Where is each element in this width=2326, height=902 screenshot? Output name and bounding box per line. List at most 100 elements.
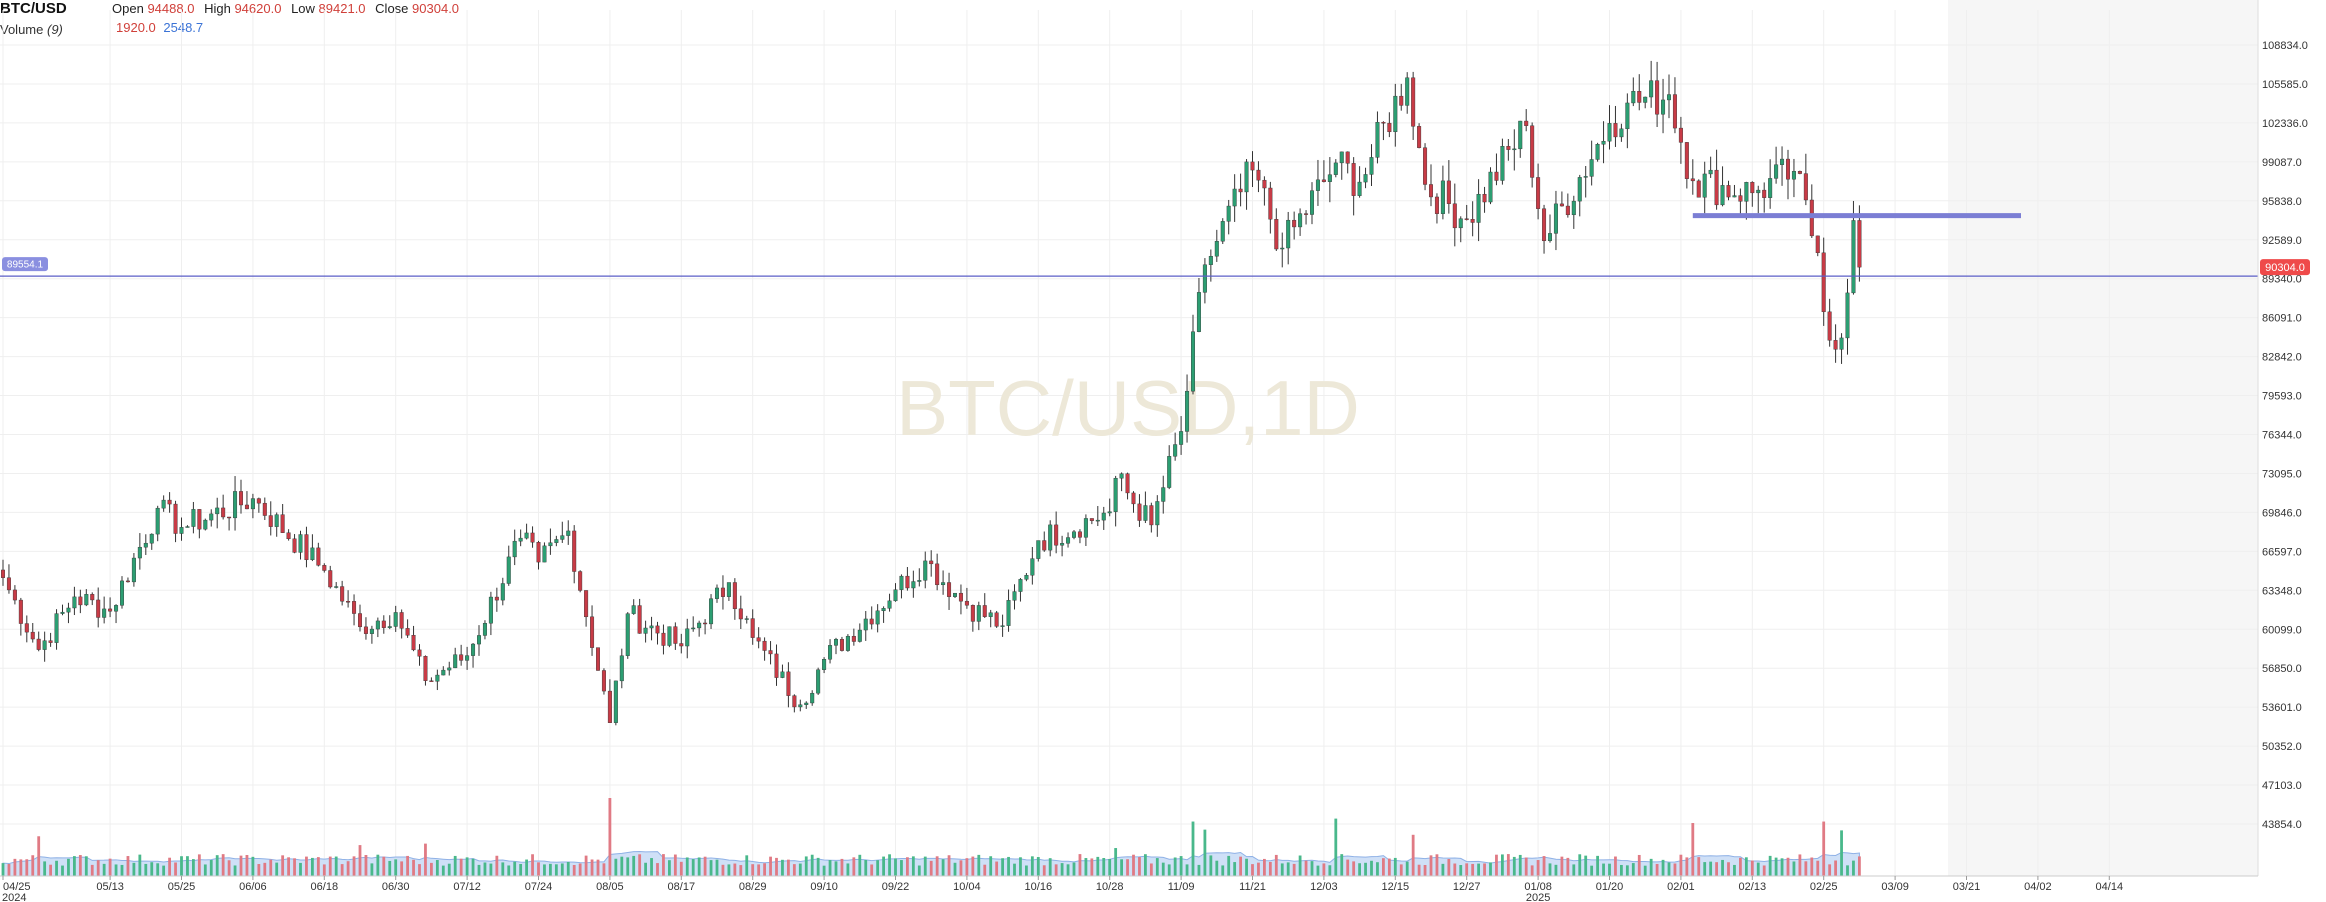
- volume-bar: [1489, 862, 1492, 876]
- volume-bar: [156, 863, 160, 876]
- candle-body: [1577, 177, 1582, 202]
- x-tick-label: 08/17: [668, 881, 696, 893]
- volume-bar: [691, 859, 695, 876]
- candle-body: [548, 542, 553, 547]
- volume-bar: [840, 858, 844, 876]
- candle-body: [774, 653, 779, 678]
- volume-bar: [1120, 859, 1123, 876]
- candle-body: [834, 638, 839, 646]
- x-tick-label: 10/16: [1025, 881, 1053, 893]
- candle-body: [1399, 95, 1404, 106]
- candles[interactable]: [1, 60, 1862, 726]
- candle-body: [1054, 524, 1059, 546]
- volume-bar: [1013, 863, 1016, 876]
- candle-body: [506, 556, 511, 584]
- x-year-label: 2025: [1526, 892, 1550, 902]
- volume-bar: [1780, 858, 1784, 876]
- candle-body: [1417, 126, 1422, 148]
- candle-body: [953, 592, 958, 597]
- volume-bar: [537, 862, 540, 876]
- volume-bar: [1483, 863, 1486, 876]
- volume-bar: [828, 860, 832, 876]
- candle-body: [1274, 219, 1279, 250]
- volume-bar: [668, 860, 671, 876]
- candle-body: [619, 655, 624, 682]
- volume-bar: [412, 859, 415, 876]
- candle-body: [1732, 195, 1737, 198]
- candle-body: [179, 527, 184, 534]
- volume-bar: [334, 856, 338, 876]
- volume-bar: [287, 857, 290, 876]
- candle-body: [494, 596, 499, 601]
- candle-body: [1095, 519, 1100, 522]
- volume-bar: [1727, 862, 1730, 876]
- candle-body: [1131, 492, 1136, 505]
- volume-bar: [1382, 858, 1385, 876]
- candle-body: [1625, 102, 1630, 130]
- price-axis[interactable]: 108834.0 105585.0 102336.0 99087.0 95838.0 92…: [2257, 0, 2308, 876]
- candle-body: [1018, 579, 1023, 592]
- candle-body: [1780, 158, 1785, 165]
- candle-body: [1661, 99, 1666, 115]
- candle-body: [1565, 205, 1570, 216]
- x-tick-label: 07/24: [525, 881, 553, 893]
- volume-legend: Volume (9): [0, 22, 63, 37]
- volume-bar: [180, 856, 183, 876]
- candle-body: [1791, 171, 1796, 180]
- volume-bar: [1239, 856, 1242, 876]
- line-price-tag: 89554.1: [7, 260, 44, 271]
- candle-body: [1768, 178, 1773, 198]
- candle-body: [482, 623, 487, 636]
- volume-bar: [549, 863, 552, 876]
- volume-ma-value: 2548.7: [163, 20, 204, 35]
- candle-body: [590, 616, 595, 648]
- candle-body: [1381, 122, 1386, 124]
- candle-body: [703, 622, 708, 625]
- volume-bar: [90, 864, 94, 876]
- volume-bar: [1060, 863, 1064, 876]
- candle-body: [1595, 144, 1600, 160]
- candle-body: [536, 542, 541, 563]
- time-axis[interactable]: 04/25 05/13 05/25 06/06 06/18 06/30 07/12 07/24…: [0, 875, 2258, 902]
- volume-bar: [983, 864, 987, 876]
- volume-bar: [709, 860, 713, 876]
- x-tick-label: 12/27: [1453, 881, 1481, 893]
- candle-body: [1411, 77, 1416, 127]
- volume-bar: [1399, 864, 1403, 876]
- volume-bar: [1685, 857, 1689, 876]
- x-tick-label: 08/05: [596, 881, 624, 893]
- volume-bar: [685, 857, 689, 876]
- grid: [0, 10, 2258, 876]
- y-tick-label: 76344.0: [2262, 430, 2302, 442]
- price-lines[interactable]: [0, 213, 2258, 277]
- volume-bar: [596, 859, 600, 876]
- volume-bar: [1340, 854, 1344, 876]
- volume-bar: [203, 864, 207, 876]
- candle-body: [1238, 188, 1243, 193]
- candle-body: [1071, 531, 1076, 538]
- candle-body: [780, 671, 785, 678]
- volume-bar: [810, 854, 814, 876]
- volume-bar: [792, 864, 796, 876]
- volume-bar: [953, 862, 957, 876]
- candle-body: [435, 674, 440, 682]
- open-label: Open: [112, 1, 144, 16]
- volume-bar: [1661, 859, 1665, 876]
- candle-body: [935, 563, 940, 586]
- y-tick-label: 50352.0: [2262, 741, 2302, 753]
- candle-body: [1012, 591, 1017, 601]
- volume-bar: [1501, 854, 1504, 876]
- open-value: 94488.0: [147, 1, 195, 16]
- volume-bar: [1798, 854, 1802, 876]
- volume-bar: [1465, 863, 1469, 876]
- candle-body: [1179, 431, 1184, 445]
- candle-body: [792, 695, 797, 708]
- candle-body: [1839, 337, 1844, 350]
- volume-bar: [911, 856, 915, 876]
- candle-body: [560, 535, 565, 540]
- volume-bar: [590, 859, 594, 876]
- close-label: Close: [375, 1, 409, 16]
- volume-bar: [311, 857, 314, 876]
- volume-bar: [620, 856, 624, 876]
